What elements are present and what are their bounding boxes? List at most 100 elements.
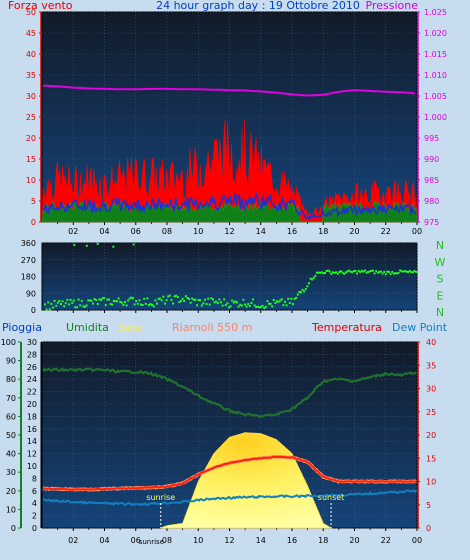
rain-ytick-label: 30	[6, 468, 16, 477]
direction-point	[388, 270, 390, 273]
wind-xtick-label: 08	[162, 227, 172, 236]
temperature-ytick-label: 40	[426, 338, 436, 347]
temp-xtick-label: 18	[318, 536, 328, 545]
direction-point	[364, 269, 366, 272]
temperature-ytick-label: 25	[426, 408, 436, 417]
direction-point	[268, 302, 270, 305]
wind-ytick-label: 20	[26, 134, 36, 143]
direction-point	[66, 298, 69, 301]
direction-point	[64, 302, 67, 305]
direction-point	[106, 298, 109, 301]
humidity-ytick-label: 10	[27, 462, 37, 471]
wind-ytick-label: 45	[26, 29, 36, 38]
direction-point	[223, 298, 226, 301]
direction-point	[53, 299, 56, 302]
humidity-label: Umidita	[66, 321, 109, 334]
direction-point	[100, 298, 102, 301]
direction-point	[341, 271, 344, 274]
wind-xtick-label: 20	[349, 227, 359, 236]
direction-point	[367, 271, 370, 273]
dewpoint-label: Dew Point	[392, 321, 448, 334]
direction-point	[397, 271, 400, 274]
direction-point	[399, 269, 402, 272]
direction-point	[157, 297, 160, 300]
direction-point	[295, 296, 298, 299]
wind-gust-series	[41, 119, 418, 223]
direction-point	[271, 305, 274, 308]
temp-xtick-label: 16	[287, 536, 297, 545]
direction-point	[116, 300, 118, 303]
direction-point	[407, 271, 410, 273]
direction-point	[152, 305, 155, 308]
pressure-ytick-label: 980	[424, 197, 439, 206]
direction-point	[50, 302, 53, 305]
direction-point	[210, 297, 213, 300]
direction-point	[183, 300, 186, 302]
direction-point	[119, 300, 122, 303]
direction-point	[319, 271, 322, 274]
temp-xtick-label: 10	[193, 536, 203, 545]
direction-point	[309, 277, 312, 280]
direction-point	[296, 293, 299, 296]
direction-point	[130, 296, 133, 299]
direction-point	[221, 304, 224, 307]
direction-point	[55, 304, 58, 307]
temp-xtick-label: 06	[131, 536, 141, 545]
sunrise-xtick-label: sunrise	[139, 538, 164, 546]
wind-xtick-label: 12	[224, 227, 234, 236]
direction-point	[109, 303, 112, 305]
humidity-ytick-label: 6	[32, 487, 37, 496]
direction-point	[72, 299, 75, 302]
wind-xtick-label: 04	[99, 227, 109, 236]
direction-point	[378, 270, 381, 273]
direction-point	[264, 305, 267, 308]
temp-xtick-label: 00	[412, 536, 422, 545]
direction-point	[234, 300, 237, 303]
direction-ytick-label: 270	[21, 256, 36, 265]
temp-xtick-label: 02	[68, 536, 78, 545]
humidity-ytick-label: 2	[32, 512, 37, 521]
direction-point	[284, 300, 286, 303]
pressure-ytick-label: 1.015	[424, 50, 447, 59]
rain-ytick-label: 10	[6, 505, 16, 514]
direction-point	[415, 270, 418, 273]
direction-point	[82, 305, 85, 308]
direction-point-high	[85, 244, 88, 247]
direction-point	[389, 273, 392, 276]
direction-point	[101, 297, 104, 300]
direction-point	[117, 297, 120, 300]
page-title: 24 hour graph day : 19 Ottobre 2010	[156, 0, 360, 12]
direction-point	[138, 299, 141, 302]
direction-point	[370, 269, 373, 272]
direction-point	[384, 273, 387, 276]
direction-point	[335, 271, 338, 274]
direction-point	[172, 302, 174, 305]
direction-point	[122, 304, 125, 306]
direction-point	[80, 299, 83, 302]
direction-point	[68, 303, 70, 306]
humidity-series	[42, 367, 418, 419]
direction-point	[156, 302, 158, 305]
rain-ytick-label: 20	[6, 487, 16, 496]
direction-point	[272, 299, 275, 301]
humidity-ytick-label: 26	[27, 363, 37, 372]
direction-point-high	[96, 242, 99, 245]
wind-ytick-label: 35	[26, 71, 36, 80]
direction-point	[45, 308, 48, 311]
direction-point	[348, 269, 350, 272]
direction-point	[104, 304, 107, 307]
direction-point	[344, 271, 347, 274]
direction-point	[231, 299, 234, 302]
direction-point	[410, 271, 413, 274]
direction-point	[96, 303, 99, 306]
direction-point	[293, 297, 296, 300]
direction-point	[325, 270, 328, 272]
direction-point	[372, 269, 374, 272]
direction-point	[212, 298, 214, 301]
pressure-ytick-label: 985	[424, 176, 439, 185]
direction-point	[240, 304, 243, 307]
rain-ytick-label: 50	[6, 431, 16, 440]
direction-point	[304, 288, 307, 291]
direction-point	[237, 305, 240, 308]
